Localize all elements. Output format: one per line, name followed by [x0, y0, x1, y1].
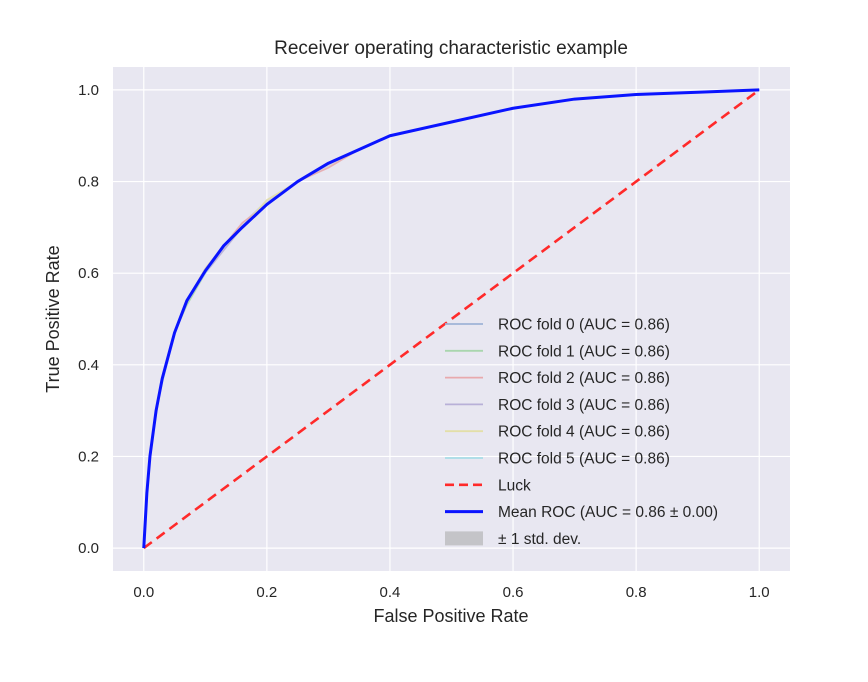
y-tick-label: 0.2	[78, 448, 99, 465]
x-tick-label: 0.6	[503, 584, 524, 601]
chart-title: Receiver operating characteristic exampl…	[274, 38, 628, 59]
y-tick-label: 0.0	[78, 540, 99, 557]
legend-label: Mean ROC (AUC = 0.86 ± 0.00)	[498, 504, 718, 521]
x-tick-label: 0.2	[256, 584, 277, 601]
y-tick-label: 0.4	[78, 357, 99, 374]
legend-label: ROC fold 2 (AUC = 0.86)	[498, 370, 670, 387]
legend-label: ROC fold 0 (AUC = 0.86)	[498, 317, 670, 334]
x-axis-label: False Positive Rate	[373, 606, 528, 626]
y-tick-label: 0.8	[78, 174, 99, 191]
y-tick-labels: 0.0 0.2 0.4 0.6 0.8 1.0	[78, 82, 99, 557]
legend-label: ROC fold 3 (AUC = 0.86)	[498, 397, 670, 414]
mean-roc-line-group	[142, 88, 760, 549]
x-tick-label: 0.4	[380, 584, 401, 601]
legend-label: ROC fold 1 (AUC = 0.86)	[498, 343, 670, 360]
legend: ROC fold 0 (AUC = 0.86) ROC fold 1 (AUC =…	[445, 317, 718, 548]
legend-label: ROC fold 4 (AUC = 0.86)	[498, 424, 670, 441]
x-tick-label: 0.8	[626, 584, 647, 601]
legend-swatch-std-band	[445, 531, 483, 546]
legend-label: Luck	[498, 477, 531, 494]
y-axis-label: True Positive Rate	[43, 245, 63, 392]
legend-label: ± 1 std. dev.	[498, 531, 581, 548]
mean-roc-line	[142, 88, 760, 549]
y-tick-label: 1.0	[78, 82, 99, 99]
gridlines	[113, 67, 790, 571]
x-tick-label: 1.0	[749, 584, 770, 601]
y-tick-label: 0.6	[78, 265, 99, 282]
x-tick-label: 0.0	[133, 584, 154, 601]
legend-label: ROC fold 5 (AUC = 0.86)	[498, 451, 670, 468]
x-tick-labels: 0.0 0.2 0.4 0.6 0.8 1.0	[133, 584, 769, 601]
